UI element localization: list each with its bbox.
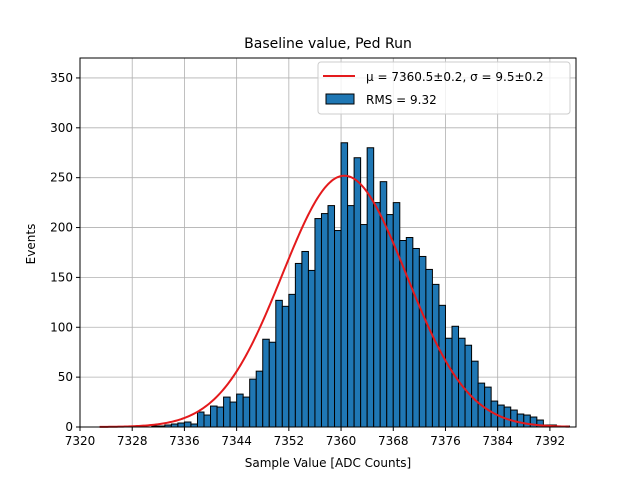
- histogram-bar: [418, 255, 427, 428]
- histogram-bar: [438, 304, 446, 428]
- x-tick-label: 7336: [169, 434, 200, 448]
- histogram-bar: [353, 157, 362, 428]
- x-tick-label: 7392: [535, 434, 566, 448]
- y-tick-label: 250: [50, 171, 73, 185]
- histogram-bar: [262, 338, 270, 428]
- x-tick-label: 7368: [378, 434, 409, 448]
- histogram-bar: [210, 405, 218, 428]
- y-tick-label: 200: [50, 221, 73, 235]
- histogram-bar: [405, 237, 414, 428]
- histogram-bar: [360, 224, 368, 428]
- x-tick-label: 7360: [326, 434, 357, 448]
- histogram-bar: [216, 406, 225, 428]
- histogram-bar: [268, 341, 277, 428]
- histogram-bar: [373, 202, 381, 428]
- histogram-bar: [242, 396, 251, 428]
- x-tick-label: 7352: [274, 434, 305, 448]
- gaussian-fit-curve: [99, 174, 570, 428]
- x-tick-label: 7376: [430, 434, 461, 448]
- histogram-bar: [320, 213, 329, 428]
- histogram-bar: [183, 421, 192, 428]
- histogram-bar: [425, 268, 433, 428]
- histogram-bar: [392, 202, 401, 428]
- histogram-bar: [340, 142, 349, 428]
- histogram-bar: [249, 378, 257, 428]
- histogram-bar: [503, 406, 512, 428]
- histogram-bar: [510, 409, 518, 428]
- histogram-bar: [275, 299, 283, 428]
- histogram-bar: [203, 414, 212, 428]
- histogram-bar: [523, 414, 531, 428]
- histogram-bar: [294, 262, 303, 428]
- x-tick-label: 7320: [65, 434, 96, 448]
- axis-ticks: 7320 7328 7336 7344 7352 7360 7368 7376 7384 7392…: [50, 71, 565, 448]
- y-tick-label: 350: [50, 71, 73, 85]
- y-tick-label: 50: [58, 370, 73, 384]
- x-tick-label: 7384: [482, 434, 513, 448]
- histogram-bar: [255, 370, 264, 428]
- histogram-bar: [288, 293, 296, 428]
- y-tick-label: 300: [50, 121, 73, 135]
- histogram-bar: [464, 344, 473, 428]
- histogram-bar: [444, 337, 453, 428]
- histogram-bar: [412, 247, 420, 428]
- plot-frame: [79, 57, 577, 428]
- y-axis-label: Events: [24, 224, 38, 265]
- y-tick-label: 100: [50, 320, 73, 334]
- histogram-bars: [151, 142, 570, 428]
- histogram-bar: [386, 214, 394, 428]
- x-tick-label: 7328: [117, 434, 148, 448]
- histogram-bar: [177, 422, 185, 428]
- histogram-bar: [366, 147, 375, 428]
- y-tick-label: 150: [50, 270, 73, 284]
- histogram-bar: [301, 250, 309, 428]
- histogram-bar: [314, 218, 322, 428]
- histogram-bar: [327, 205, 336, 428]
- histogram-bar: [334, 230, 342, 428]
- histogram-bar: [196, 411, 205, 428]
- legend-fit-label: μ = 7360.5±0.2, σ = 9.5±0.2: [366, 70, 544, 84]
- histogram-bar: [471, 360, 479, 428]
- histogram-bar: [516, 413, 525, 428]
- legend: μ = 7360.5±0.2, σ = 9.5±0.2 RMS = 9.32: [317, 61, 571, 115]
- x-axis-label: Sample Value [ADC Counts]: [245, 456, 411, 470]
- histogram-bar: [223, 396, 231, 428]
- histogram-bar: [307, 269, 316, 428]
- histogram-bar: [281, 305, 290, 428]
- histogram-bar: [431, 283, 440, 428]
- histogram-bar: [229, 401, 238, 428]
- histogram-bar: [347, 205, 355, 428]
- chart-title: Baseline value, Ped Run: [244, 36, 412, 52]
- legend-histogram-label: RMS = 9.32: [366, 93, 437, 107]
- histogram-bar: [236, 393, 244, 428]
- y-tick-label: 0: [65, 420, 73, 434]
- legend-histogram-swatch: [325, 93, 355, 105]
- x-tick-label: 7344: [221, 434, 252, 448]
- legend-box: [317, 61, 571, 115]
